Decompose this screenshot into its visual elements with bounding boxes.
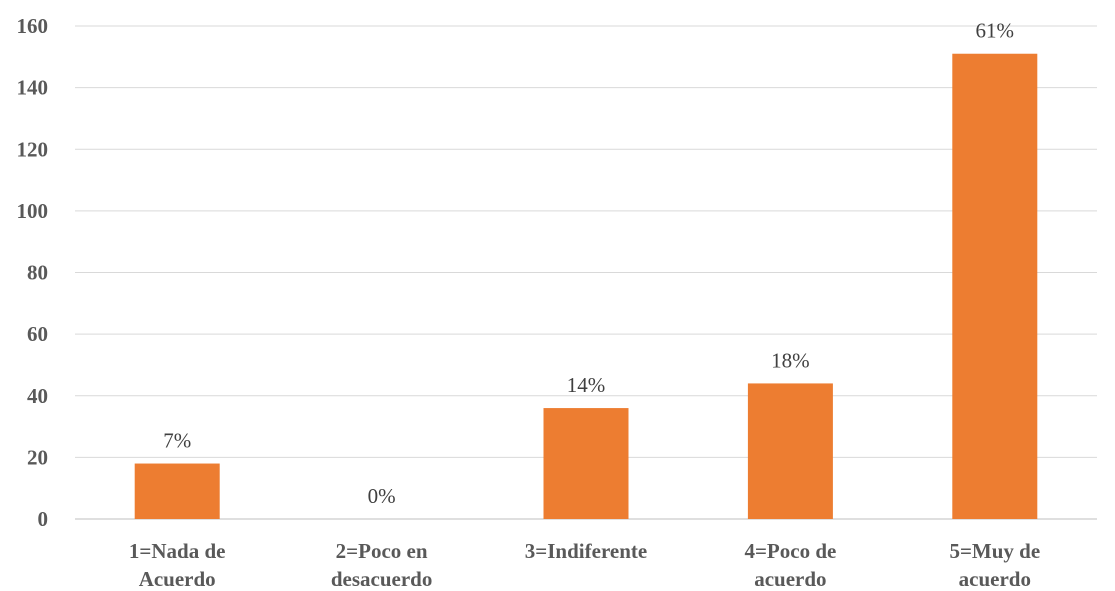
- y-tick-label: 160: [17, 14, 49, 38]
- x-category-label: 3=Indiferente: [525, 539, 647, 563]
- y-tick-label: 60: [27, 322, 48, 346]
- y-tick-label: 80: [27, 261, 48, 285]
- gridlines: [75, 25, 1097, 520]
- data-label: 18%: [771, 348, 810, 372]
- data-label: 0%: [368, 484, 396, 508]
- x-category-label: acuerdo: [959, 567, 1031, 591]
- x-category-label: 1=Nada de: [129, 539, 226, 563]
- data-labels: 7% 0% 14% 18% 61%: [163, 19, 1014, 508]
- x-category-label: Acuerdo: [139, 567, 216, 591]
- x-category-label: acuerdo: [754, 567, 826, 591]
- y-tick-label: 0: [38, 507, 49, 531]
- x-category-label: desacuerdo: [331, 567, 433, 591]
- y-tick-label: 120: [17, 137, 49, 161]
- y-tick-label: 100: [17, 199, 49, 223]
- x-category-label: 5=Muy de: [949, 539, 1040, 563]
- x-axis-categories: 1=Nada de Acuerdo 2=Poco en desacuerdo 3=Ind…: [129, 539, 1040, 591]
- x-category-label: 2=Poco en: [336, 539, 428, 563]
- data-label: 7%: [163, 429, 191, 453]
- bar: [543, 408, 629, 519]
- bar: [134, 463, 220, 519]
- y-tick-label: 140: [17, 76, 49, 100]
- bars: [134, 53, 1038, 519]
- bar: [747, 383, 833, 519]
- bar: [952, 53, 1038, 519]
- x-category-label: 4=Poco de: [744, 539, 836, 563]
- y-tick-label: 20: [27, 445, 48, 469]
- y-axis-ticks: 0 20 40 60 80 100 120 140 160: [17, 14, 49, 531]
- y-tick-label: 40: [27, 384, 48, 408]
- data-label: 14%: [567, 373, 606, 397]
- data-label: 61%: [976, 19, 1015, 43]
